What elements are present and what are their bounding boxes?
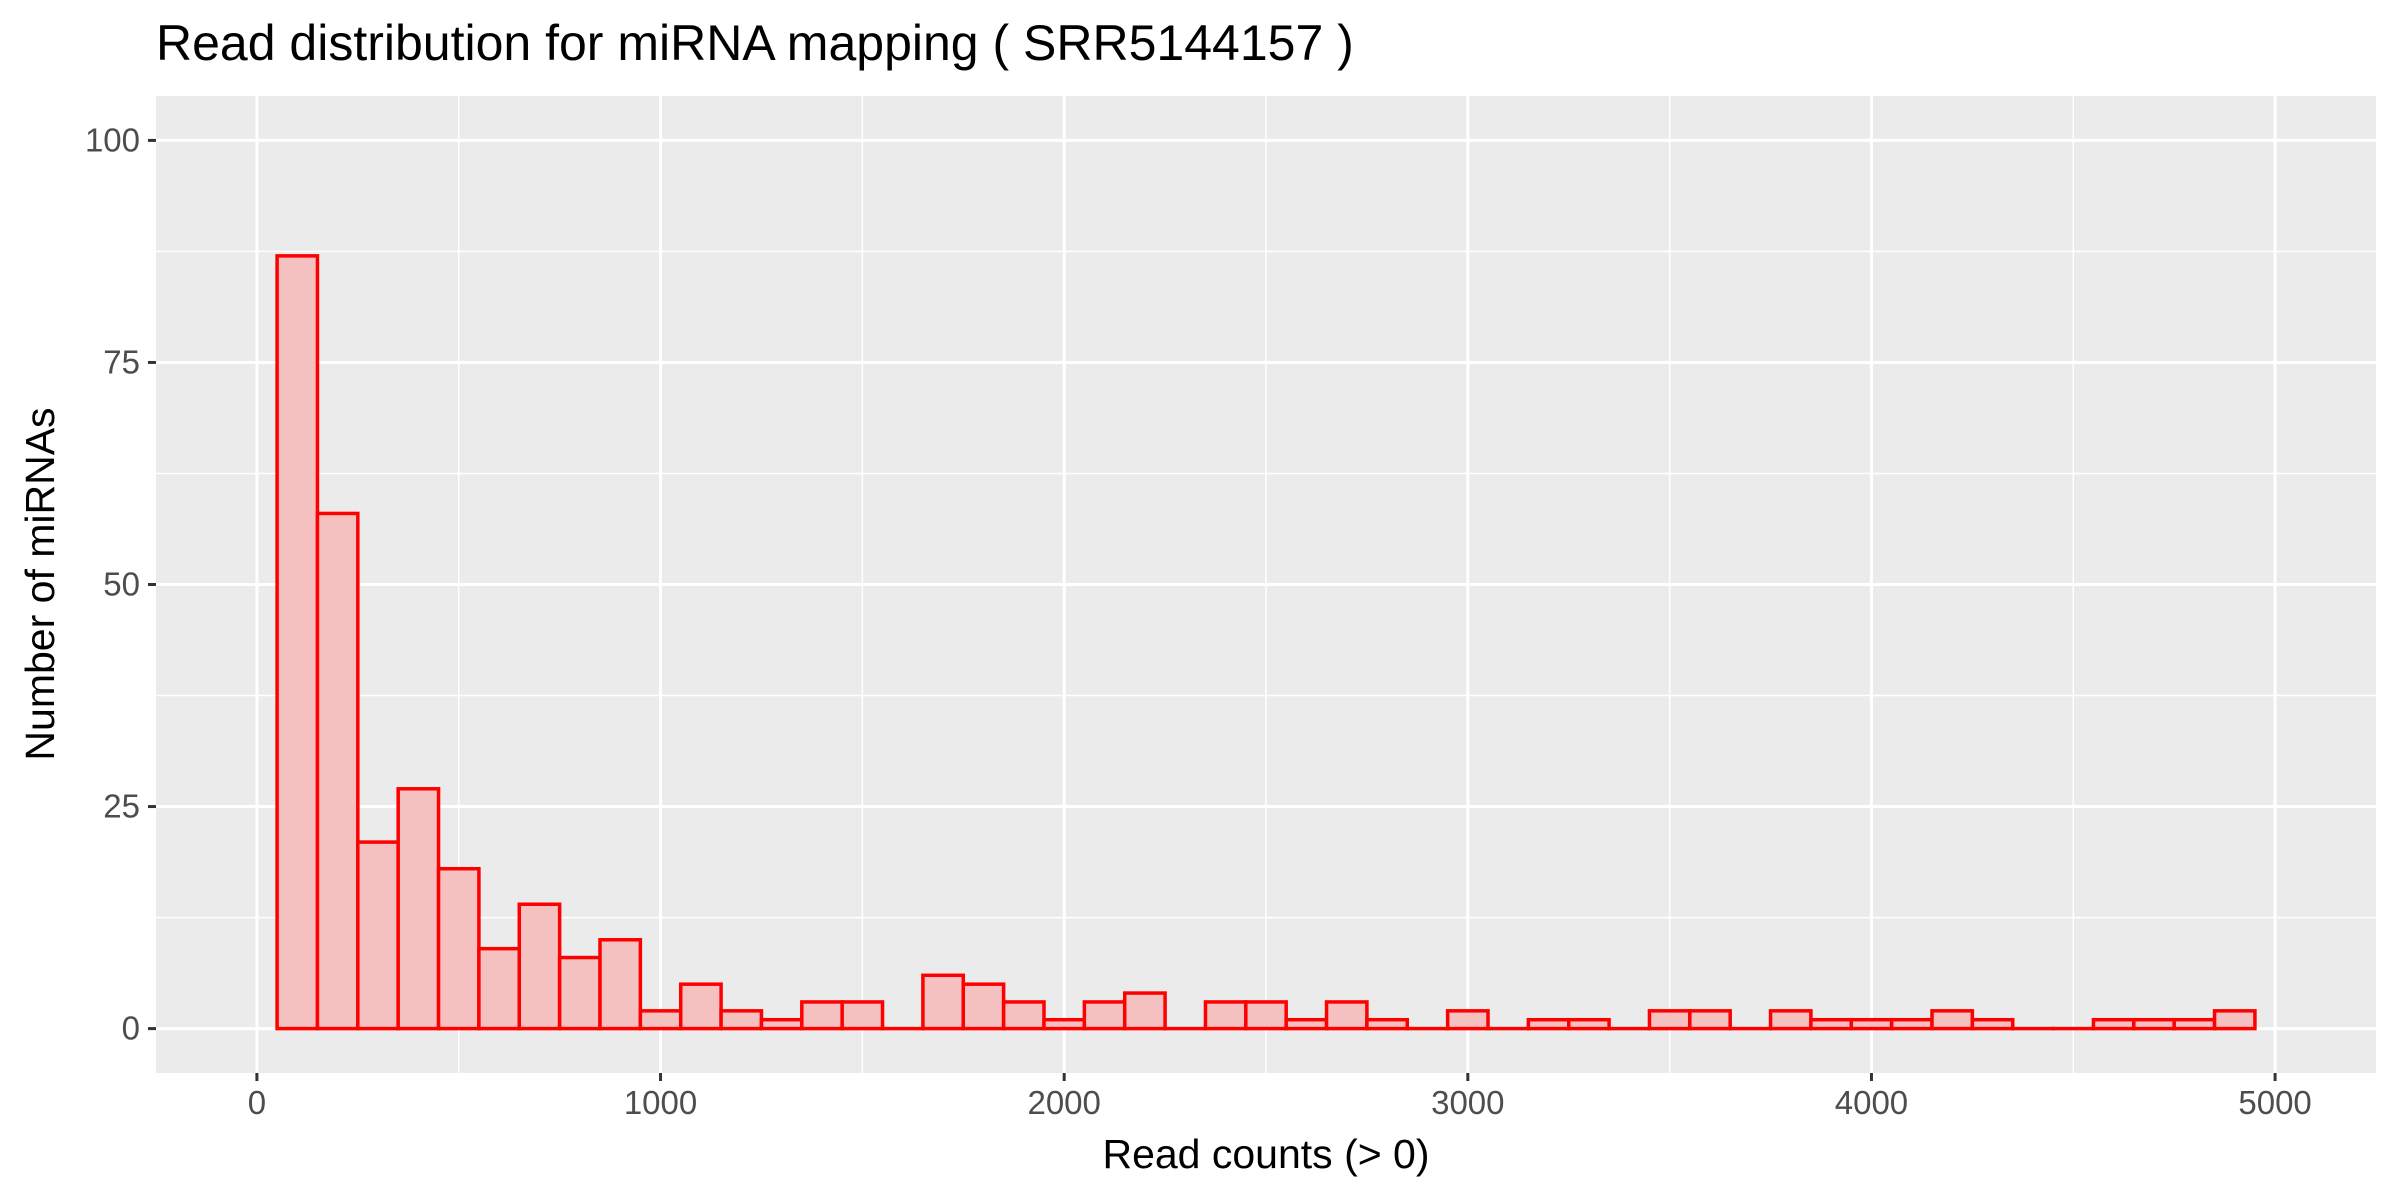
x-tick-label: 2000 <box>1027 1084 1100 1121</box>
histogram-bars <box>275 254 2257 1031</box>
histogram-bar <box>921 973 966 1031</box>
histogram-bar <box>1849 1017 1894 1031</box>
y-axis: 0 25 50 75 100 <box>85 121 156 1047</box>
histogram-bar <box>275 254 320 1031</box>
histogram-bar <box>1647 1009 1692 1031</box>
histogram-bar <box>1284 1017 1329 1031</box>
chart-title: Read distribution for miRNA mapping ( SR… <box>156 15 1354 71</box>
histogram-bar <box>759 1017 804 1031</box>
x-tick-label: 4000 <box>1835 1084 1908 1121</box>
histogram-bar <box>2172 1017 2217 1031</box>
x-tick-label: 1000 <box>624 1084 697 1121</box>
histogram-bar <box>1324 1000 1369 1031</box>
histogram-bar <box>1082 1000 1127 1031</box>
histogram-bar <box>396 787 441 1031</box>
histogram-bar <box>517 902 562 1031</box>
x-tick-label: 0 <box>248 1084 266 1121</box>
histogram-bar <box>961 982 1006 1031</box>
histogram-bar <box>1688 1009 1732 1031</box>
histogram-bar <box>1566 1017 1611 1031</box>
histogram-bar <box>2212 1009 2257 1031</box>
x-tick-label: 3000 <box>1431 1084 1504 1121</box>
histogram-bar <box>2091 1017 2136 1031</box>
histogram-bar <box>1526 1017 1571 1031</box>
histogram-bar <box>1122 991 1167 1031</box>
histogram-bar <box>1930 1009 1975 1031</box>
histogram-bar <box>1970 1017 2015 1031</box>
histogram-bar <box>1768 1009 1813 1031</box>
y-tick-label: 100 <box>85 121 140 158</box>
histogram-bar <box>678 982 723 1031</box>
histogram-bar <box>315 511 360 1031</box>
histogram-bar <box>557 955 602 1031</box>
histogram-bar <box>840 1000 885 1031</box>
x-axis: 0 1000 2000 3000 4000 5000 <box>248 1073 2312 1121</box>
histogram-bar <box>800 1000 844 1031</box>
histogram-bar <box>638 1009 683 1031</box>
y-tick-label: 50 <box>103 566 140 603</box>
x-tick-label: 5000 <box>2238 1084 2311 1121</box>
histogram-bar <box>2132 1017 2176 1031</box>
histogram-bar <box>1889 1017 1934 1031</box>
histogram-bar <box>477 946 522 1031</box>
histogram-bar <box>719 1009 764 1031</box>
histogram-bar <box>356 840 400 1031</box>
histogram-bar <box>1809 1017 1854 1031</box>
histogram-bar <box>1365 1017 1410 1031</box>
histogram-bar <box>598 938 643 1031</box>
y-tick-label: 0 <box>122 1010 140 1047</box>
x-axis-title: Read counts (> 0) <box>1102 1131 1429 1177</box>
histogram-bar <box>1203 1000 1248 1031</box>
histogram-bar <box>1001 1000 1046 1031</box>
histogram-bar <box>1244 1000 1288 1031</box>
y-tick-label: 75 <box>103 343 140 380</box>
histogram-bar <box>1445 1009 1490 1031</box>
histogram-bar <box>436 866 481 1031</box>
histogram-bar <box>1042 1017 1087 1031</box>
y-axis-title: Number of miRNAs <box>17 407 63 760</box>
y-tick-label: 25 <box>103 788 140 825</box>
